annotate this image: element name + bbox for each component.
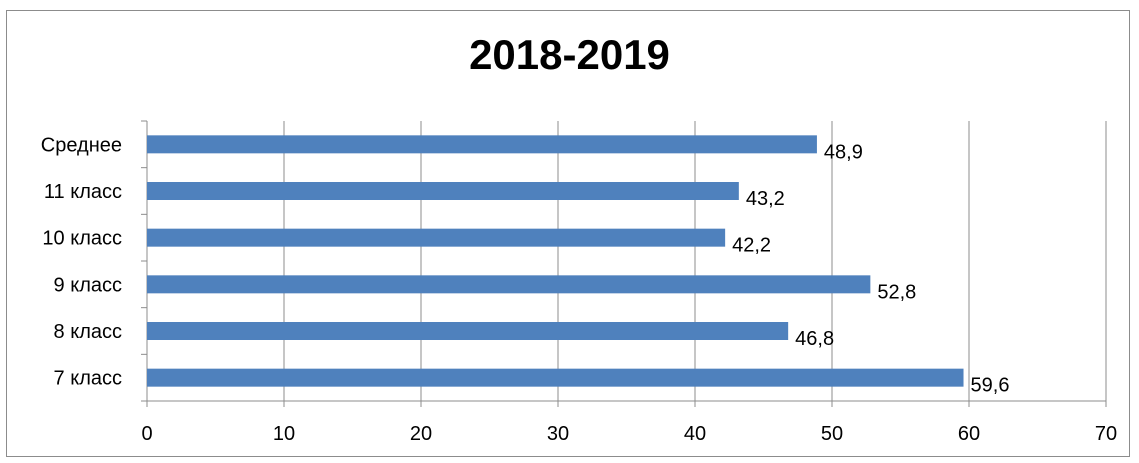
bar bbox=[147, 275, 871, 294]
x-tick-label: 0 bbox=[141, 423, 152, 445]
bar bbox=[147, 368, 964, 387]
x-tick-label: 20 bbox=[410, 423, 432, 445]
bar bbox=[147, 135, 817, 154]
data-label: 43,2 bbox=[746, 188, 785, 210]
category-label: 7 класс bbox=[54, 368, 122, 390]
data-label: 59,6 bbox=[971, 375, 1010, 397]
x-tick-label: 30 bbox=[547, 423, 569, 445]
x-tick-label: 70 bbox=[1095, 423, 1117, 445]
chart-title: 2018-2019 bbox=[469, 31, 670, 78]
category-label: 11 класс bbox=[44, 181, 122, 203]
category-label: 10 класс bbox=[42, 228, 122, 250]
x-tick-label: 60 bbox=[958, 423, 980, 445]
bar bbox=[147, 322, 789, 340]
x-tick-label: 10 bbox=[273, 423, 295, 445]
category-label: 8 класс bbox=[54, 321, 122, 343]
x-tick-label: 50 bbox=[821, 423, 843, 445]
data-label: 48,9 bbox=[824, 141, 863, 163]
bar bbox=[147, 228, 726, 247]
category-label: 9 класс bbox=[54, 274, 122, 296]
category-label: Среднее bbox=[41, 134, 122, 156]
x-tick-label: 40 bbox=[684, 423, 706, 445]
data-label: 46,8 bbox=[795, 328, 834, 350]
data-label: 52,8 bbox=[877, 281, 916, 303]
bar bbox=[147, 182, 739, 200]
data-label: 42,2 bbox=[732, 235, 771, 257]
